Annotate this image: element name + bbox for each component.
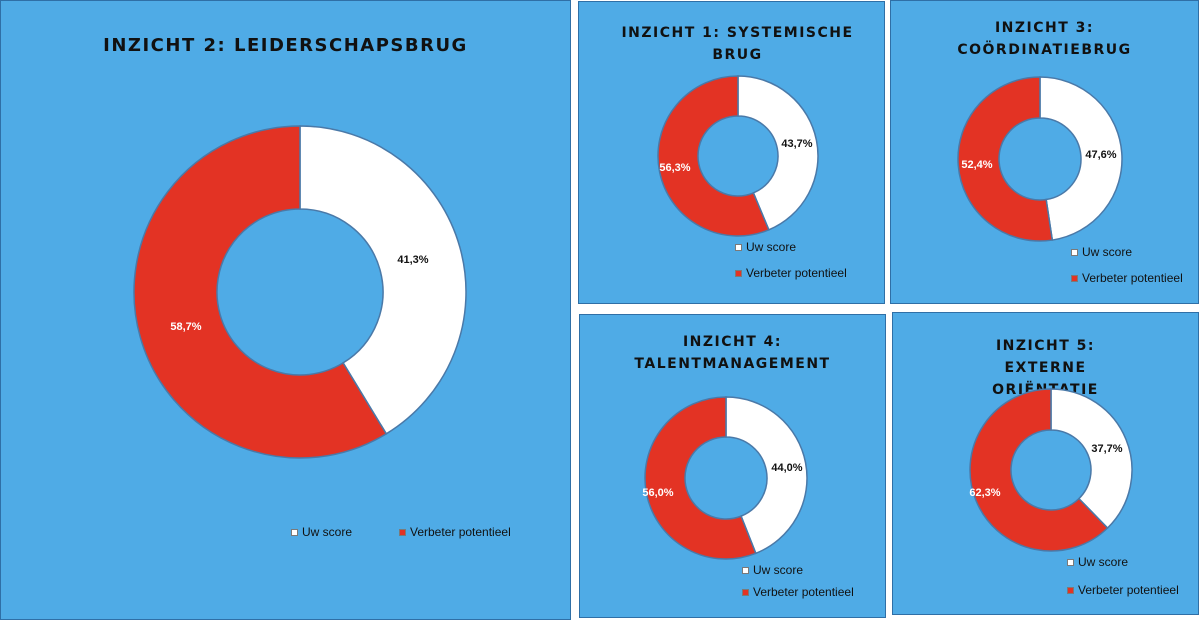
legend-label: Verbeter potentieel [1078,583,1179,597]
legend-label: Uw score [302,525,353,539]
legend-item-score: Uw score [291,525,352,539]
slice-uw-score [1039,76,1123,241]
slice-uw-score [1050,388,1133,530]
chart-panel-inzicht-5: INZICHT 5: EXTERNE ORIËNTATIE 37,7%62,3%… [892,312,1199,615]
slice-uw-score [299,125,467,435]
slice-uw-score [737,75,819,231]
data-label-uw-score: 43,7% [781,138,812,150]
legend-item-potential: Verbeter potentieel [742,585,854,599]
legend-label: Uw score [1082,245,1133,259]
chart-panel-inzicht-4: INZICHT 4: TALENTMANAGEMENT 44,0% 56,0% U… [579,314,886,618]
legend-item-score: Uw score [1071,245,1132,259]
slice-verbeter-potentieel [969,388,1109,552]
legend-item-score: Uw score [742,563,803,577]
donut-chart: 41,3% 58,7% [133,125,467,459]
chart-panel-inzicht-2: INZICHT 2: LEIDERSCHAPSBRUG 41,3% 58,7% U… [0,0,571,620]
legend-item-score: Uw score [1067,555,1128,569]
legend-swatch-score [735,243,742,251]
legend-label: Verbeter potentieel [746,266,847,280]
slice-uw-score [725,396,808,555]
data-label-verbeter-potentieel: 56,3% [659,162,690,174]
legend-item-potential: Verbeter potentieel [399,525,511,539]
data-label-verbeter-potentieel: 52,4% [961,159,992,171]
data-label-verbeter-potentieel: 56,0% [642,487,673,499]
legend-item-potential: Verbeter potentieel [1071,271,1183,285]
chart-title: INZICHT 1: SYSTEMISCHE BRUG [621,25,854,63]
legend-swatch-score [742,566,749,574]
chart-title: INZICHT 4: TALENTMANAGEMENT [634,334,831,372]
donut-chart: 47,6% 52,4% [957,76,1123,242]
slice-verbeter-potentieel [644,396,757,560]
legend-swatch-potential [399,528,406,536]
legend-swatch-potential [1067,586,1074,594]
data-label-uw-score: 44,0% [771,462,802,474]
legend-label: Verbeter potentieel [1082,271,1183,285]
donut-chart: 44,0% 56,0% [642,396,808,560]
data-label-verbeter-potentieel: 62,3% [969,487,1000,499]
slice-verbeter-potentieel [133,125,388,459]
legend-item-potential: Verbeter potentieel [735,266,847,280]
legend-swatch-score [1071,248,1078,256]
donut-chart: 43,7% 56,3% [657,75,819,237]
chart-title: INZICHT 3: COÖRDINATIEBRUG [957,20,1132,58]
chart-panel-inzicht-1: INZICHT 1: SYSTEMISCHE BRUG 43,7% 56,3% U… [578,1,885,304]
legend-item-score: Uw score [735,240,796,254]
legend-label: Verbeter potentieel [410,525,511,539]
legend-item-potential: Verbeter potentieel [1067,583,1179,597]
legend-swatch-potential [742,588,749,596]
legend-swatch-potential [1071,274,1078,282]
legend-label: Verbeter potentieel [753,585,854,599]
legend-swatch-potential [735,269,742,277]
legend-label: Uw score [1078,555,1129,569]
data-label-verbeter-potentieel: 58,7% [170,321,201,333]
chart-panel-inzicht-3: INZICHT 3: COÖRDINATIEBRUG 47,6% 52,4% Uw… [890,0,1199,304]
data-label-uw-score: 47,6% [1085,149,1116,161]
data-label-uw-score: 37,7% [1091,443,1122,455]
data-label-uw-score: 41,3% [397,254,428,266]
legend-label: Uw score [746,240,797,254]
donut-chart: 37,7% 62,3% [969,388,1133,552]
legend-swatch-score [1067,558,1074,566]
slice-verbeter-potentieel [957,76,1054,242]
legend-swatch-score [291,528,298,536]
legend-label: Uw score [753,563,804,577]
slice-verbeter-potentieel [657,75,770,237]
chart-title: INZICHT 2: LEIDERSCHAPSBRUG [103,35,468,56]
